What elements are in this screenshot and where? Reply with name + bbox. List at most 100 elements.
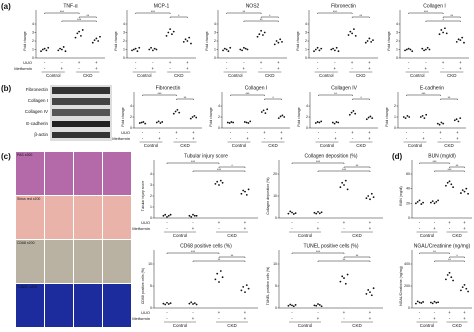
data-point xyxy=(467,192,469,195)
data-point xyxy=(353,28,355,30)
group-sign: - xyxy=(192,220,194,225)
data-point xyxy=(40,50,42,53)
data-point xyxy=(45,49,48,52)
data-point xyxy=(91,41,94,44)
image-label: CD68 x200 xyxy=(17,241,35,245)
data-point xyxy=(320,47,323,50)
y-tick-label: 1 xyxy=(32,47,34,51)
significance-bracket xyxy=(449,256,465,258)
data-point xyxy=(346,188,349,191)
y-tick-label: 3 xyxy=(123,30,125,34)
data-point xyxy=(339,186,342,189)
data-point xyxy=(193,302,196,305)
pair-label: Control xyxy=(137,73,152,78)
image-tile xyxy=(74,152,102,195)
data-point xyxy=(188,302,191,305)
data-point xyxy=(463,190,466,193)
data-point xyxy=(467,290,469,293)
image-tile xyxy=(45,196,73,239)
data-point xyxy=(245,194,248,196)
group-sign: - xyxy=(317,310,319,315)
y-axis-label: Fold change xyxy=(209,107,213,126)
group-sign: + xyxy=(459,66,462,71)
y-axis-label: Fold change xyxy=(387,31,391,50)
data-point xyxy=(43,47,46,50)
data-point xyxy=(131,49,133,52)
y-tick-label: 2 xyxy=(396,39,398,43)
group-sign: + xyxy=(463,310,466,315)
data-point xyxy=(349,30,352,33)
data-point xyxy=(320,120,323,123)
group-sign: + xyxy=(169,60,172,65)
axis xyxy=(278,160,383,219)
y-tick-label: 4 xyxy=(214,22,216,26)
data-point xyxy=(162,302,165,305)
chart-title: BUN (mg/dl) xyxy=(428,153,456,159)
group-sign: - xyxy=(425,60,427,65)
group-sign: - xyxy=(318,136,320,141)
data-point xyxy=(365,293,368,295)
panel-label: (b) xyxy=(1,84,12,93)
data-point xyxy=(450,276,453,279)
image-tile xyxy=(16,196,44,239)
data-point xyxy=(195,214,198,217)
data-point xyxy=(368,37,371,40)
group-sign: - xyxy=(434,220,436,225)
data-point xyxy=(221,181,224,184)
group-sign: + xyxy=(317,226,320,231)
data-point xyxy=(132,48,135,51)
pair-label: Control xyxy=(144,143,159,148)
data-point xyxy=(247,188,250,191)
data-point xyxy=(411,50,414,53)
y-tick-label: 20 xyxy=(273,172,277,176)
group-sign: + xyxy=(422,136,425,141)
y-tick-label: 2 xyxy=(150,194,152,198)
y-tick-label: 4 xyxy=(150,172,152,176)
significance-bracket xyxy=(176,98,194,100)
significance-bracket xyxy=(291,252,345,254)
data-point xyxy=(453,119,456,122)
data-point xyxy=(291,304,293,307)
data-point xyxy=(424,48,427,51)
data-point xyxy=(436,122,439,125)
y-tick-label: 0 xyxy=(275,306,277,310)
data-point xyxy=(423,117,426,119)
row-label: UUO xyxy=(23,60,32,65)
group-sign: - xyxy=(291,310,293,315)
significance-label: *** xyxy=(191,250,196,254)
data-point xyxy=(166,216,168,218)
y-axis-label: Fold change xyxy=(205,31,209,50)
group-sign: - xyxy=(291,220,293,225)
data-point xyxy=(315,304,318,307)
significance-bracket xyxy=(218,256,246,258)
y-tick-label: 4 xyxy=(130,104,132,108)
image-tile xyxy=(45,284,73,327)
pair-label: Control xyxy=(298,233,313,238)
data-point xyxy=(291,211,293,214)
data-point xyxy=(366,40,369,42)
data-point xyxy=(190,301,193,304)
data-point xyxy=(339,280,342,283)
significance-bracket xyxy=(166,162,220,164)
data-point xyxy=(369,198,371,201)
data-point xyxy=(289,210,292,213)
significance-label: * xyxy=(456,254,458,258)
pair-label: CKD xyxy=(227,233,237,238)
significance-label: ** xyxy=(356,164,359,168)
group-sign: + xyxy=(456,136,459,141)
group-sign: - xyxy=(291,316,293,321)
axis xyxy=(153,250,258,309)
significance-bracket xyxy=(192,260,246,262)
data-point xyxy=(214,278,217,281)
data-point xyxy=(440,121,443,124)
data-point xyxy=(249,120,252,123)
y-tick-label: 1 xyxy=(123,47,125,51)
data-point xyxy=(408,116,411,118)
data-point xyxy=(461,286,464,288)
data-point xyxy=(448,180,451,183)
group-sign: + xyxy=(192,226,195,231)
significance-bracket xyxy=(135,12,171,14)
group-sign: + xyxy=(369,220,372,225)
chart-title: NGAL/Creatinine (ng/mg) xyxy=(414,243,471,249)
data-point xyxy=(57,49,60,52)
